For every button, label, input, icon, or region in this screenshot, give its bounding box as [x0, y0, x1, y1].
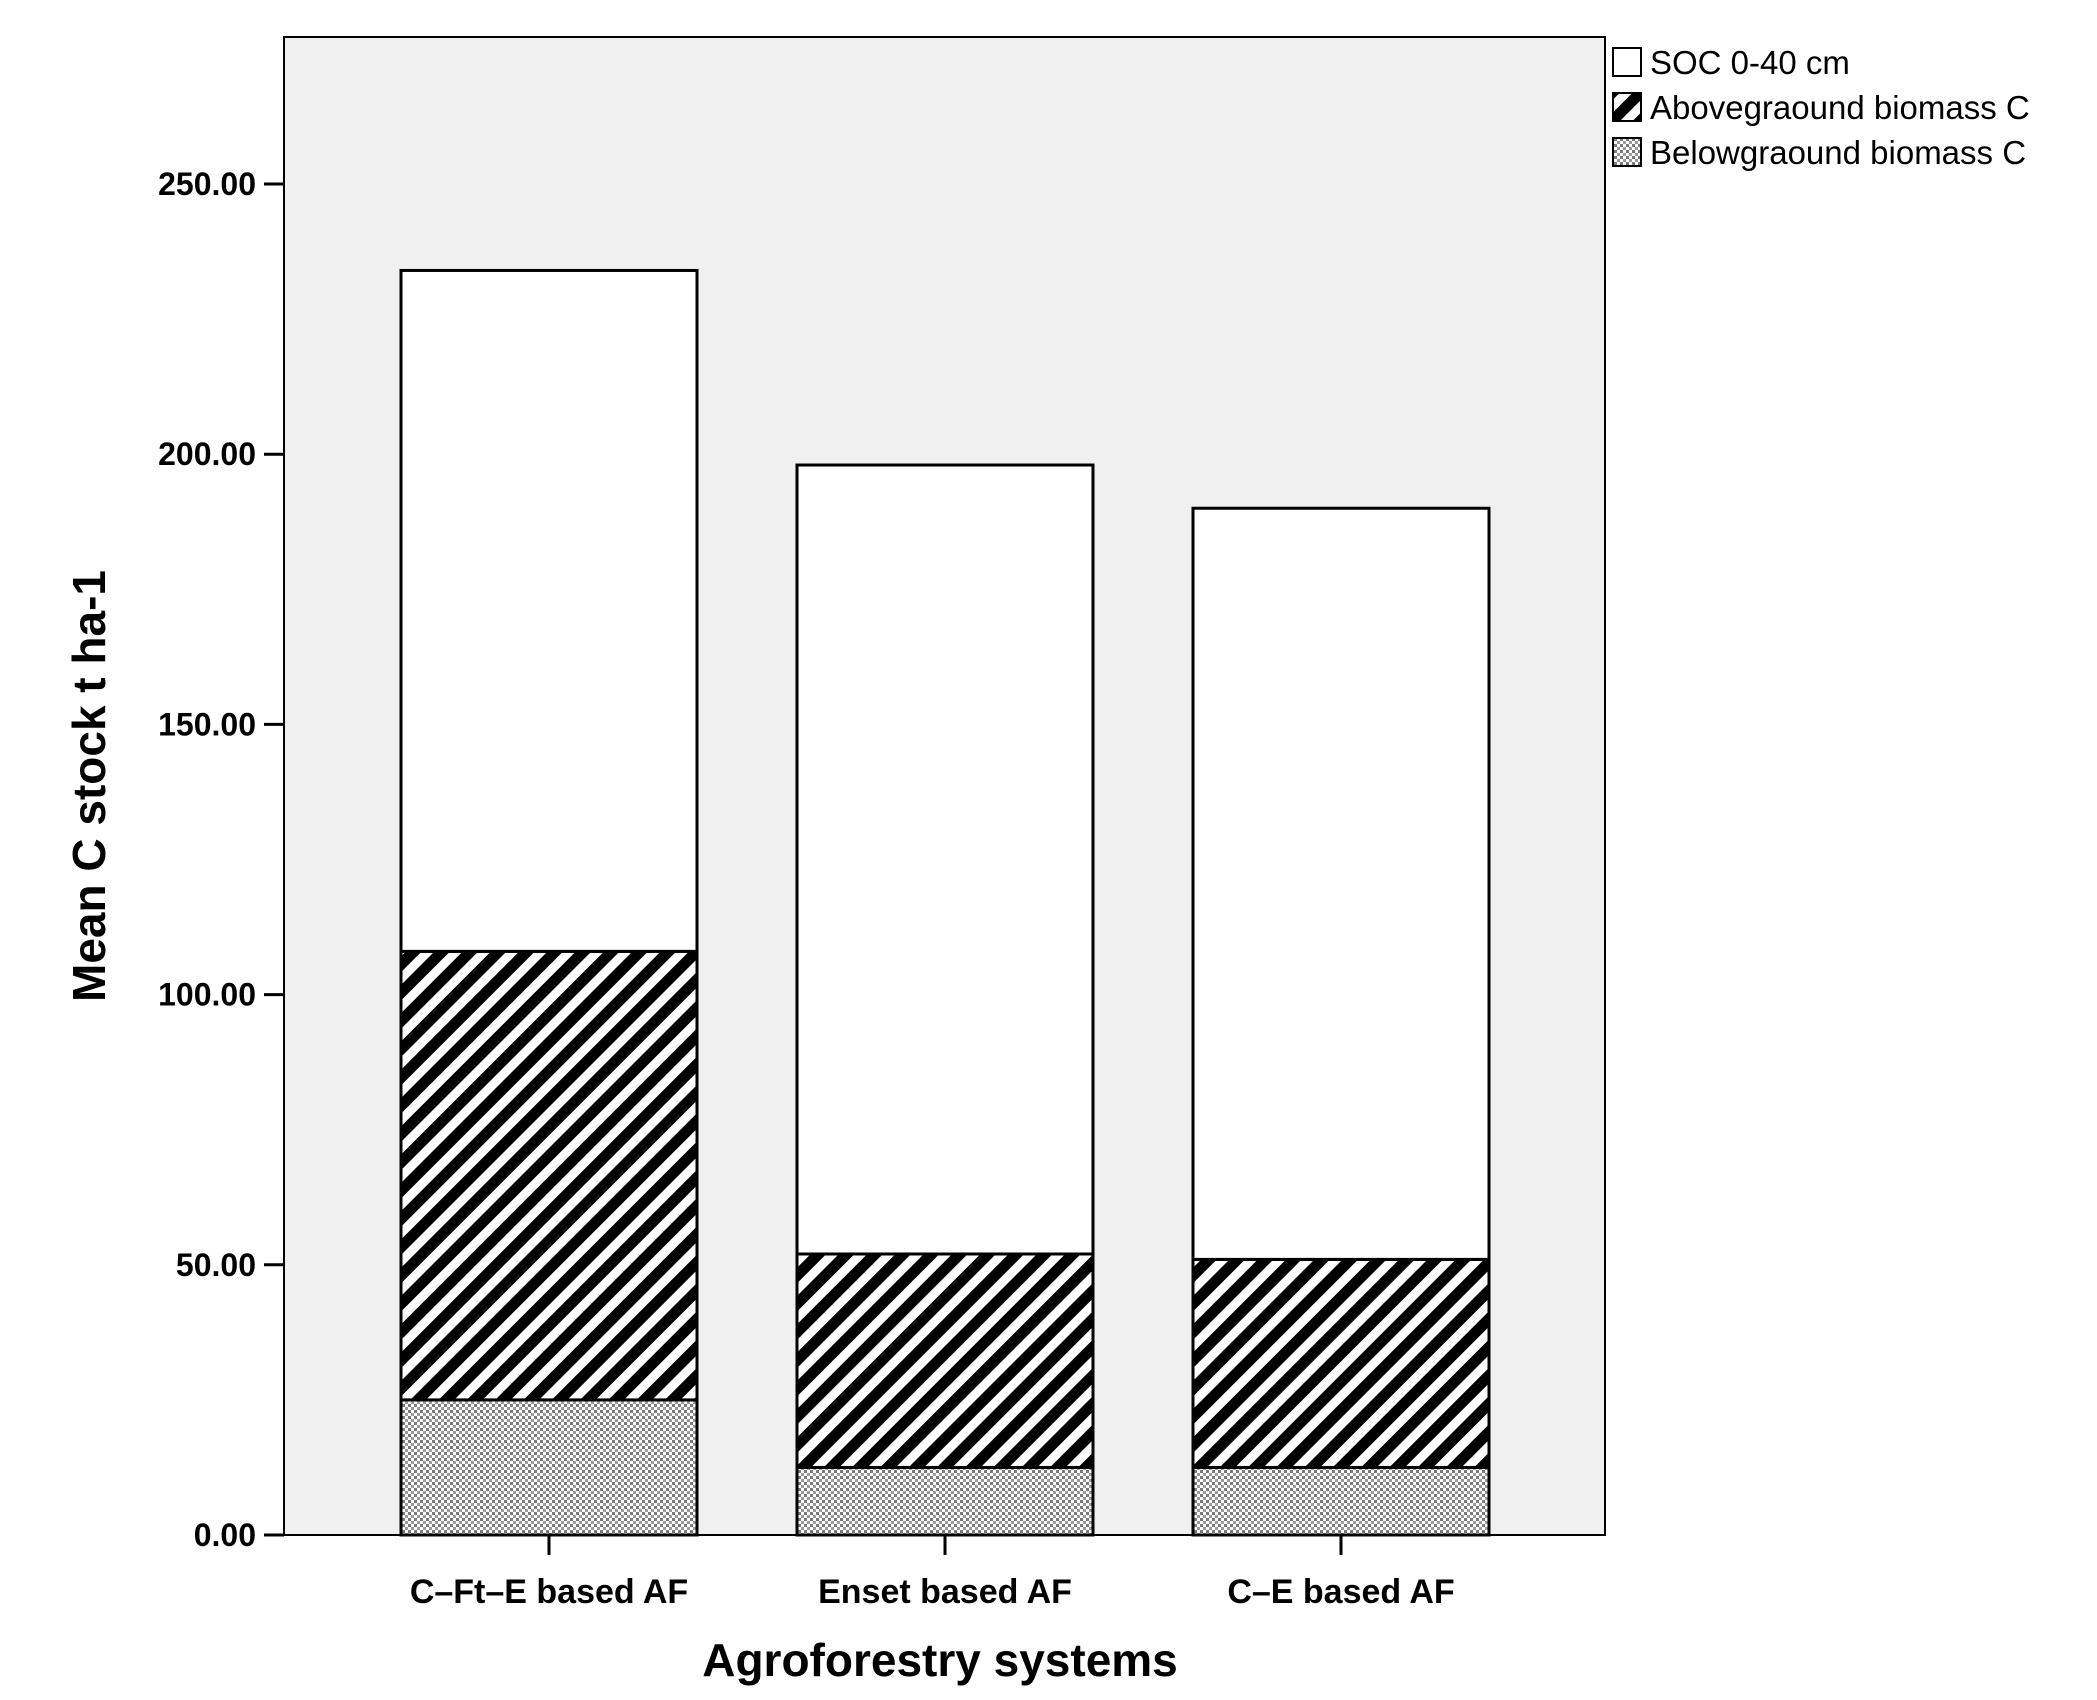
y-tick-label: 50.00 [176, 1247, 256, 1283]
bars-group [399, 268, 1491, 1537]
y-tick-label: 150.00 [158, 706, 256, 742]
x-tick-label: C–E based AF [1227, 1573, 1454, 1611]
y-axis-title: Mean C stock t ha-1 [63, 570, 115, 1002]
bar-soc-0-40-cm-2 [1191, 506, 1491, 1261]
bar-soc-0-40-cm-1 [795, 463, 1095, 1256]
legend-swatch [1612, 137, 1642, 167]
legend-label: Belowgraound biomass C [1650, 134, 2026, 171]
y-tick-label: 200.00 [158, 436, 256, 472]
x-tick-label: Enset based AF [818, 1573, 1072, 1611]
legend-swatch [1612, 47, 1642, 77]
bar-belowgraound-biomass-c-0 [399, 1398, 699, 1537]
x-tick-label: C–Ft–E based AF [410, 1573, 688, 1611]
bar-soc-0-40-cm-0 [399, 268, 699, 953]
bar-abovegraound-biomass-c-2 [1191, 1257, 1491, 1469]
legend-label: SOC 0-40 cm [1650, 44, 1850, 81]
y-tick-label: 250.00 [158, 166, 256, 202]
x-axis: C–Ft–E based AF Enset based AF C–E based A… [410, 1535, 1455, 1611]
legend-label: Abovegraound biomass C [1650, 89, 2030, 126]
y-tick-label: 100.00 [158, 977, 256, 1013]
y-axis: 0.00 50.00 100.00 150.00 200.00 250.00 [158, 166, 284, 1553]
x-axis-title: Agroforestry systems [702, 1634, 1178, 1686]
bar-belowgraound-biomass-c-2 [1191, 1465, 1491, 1537]
legend-swatch [1612, 92, 1642, 122]
bar-abovegraound-biomass-c-0 [399, 949, 699, 1402]
bar-abovegraound-biomass-c-1 [795, 1252, 1095, 1469]
legend: SOC 0-40 cm Abovegraound biomass C Belowgr… [1612, 44, 2030, 171]
bar-belowgraound-biomass-c-1 [795, 1465, 1095, 1537]
y-tick-label: 0.00 [194, 1517, 256, 1553]
